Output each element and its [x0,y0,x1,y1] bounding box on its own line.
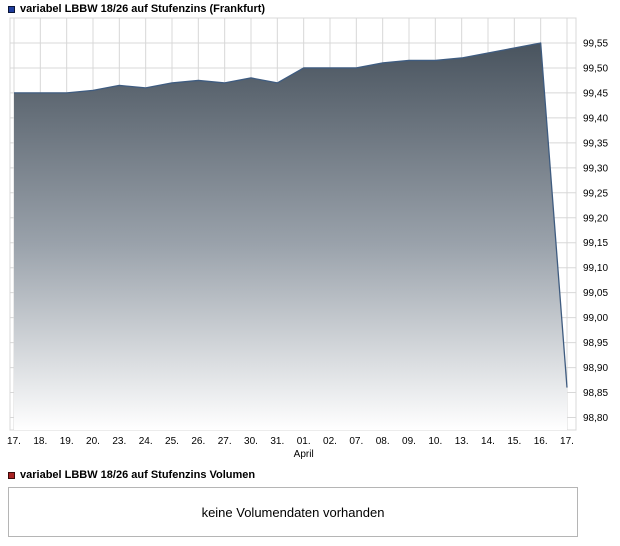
volume-legend: variabel LBBW 18/26 auf Stufenzins Volum… [8,469,255,481]
price-legend: variabel LBBW 18/26 auf Stufenzins (Fran… [8,3,265,15]
svg-text:27.: 27. [218,436,232,447]
svg-text:99,35: 99,35 [583,138,608,149]
svg-text:10.: 10. [428,436,442,447]
svg-text:20.: 20. [86,436,100,447]
volume-empty-message: keine Volumendaten vorhanden [201,504,385,520]
svg-text:99,55: 99,55 [583,38,608,49]
svg-text:02.: 02. [323,436,337,447]
svg-text:26.: 26. [191,436,205,447]
svg-text:98,95: 98,95 [583,338,608,349]
svg-text:08.: 08. [376,436,390,447]
svg-text:14.: 14. [481,436,495,447]
svg-text:31.: 31. [270,436,284,447]
volume-legend-swatch-icon [8,471,15,479]
svg-text:99,50: 99,50 [583,63,608,74]
svg-text:98,85: 98,85 [583,388,608,399]
svg-text:07.: 07. [349,436,363,447]
volume-chart-title: variabel LBBW 18/26 auf Stufenzins Volum… [20,469,256,481]
svg-text:99,25: 99,25 [583,188,608,199]
svg-text:April: April [294,449,314,460]
svg-text:99,45: 99,45 [583,88,608,99]
svg-text:13.: 13. [455,436,469,447]
svg-text:99,00: 99,00 [583,313,608,324]
svg-text:99,05: 99,05 [583,288,608,299]
svg-text:18.: 18. [33,436,47,447]
volume-empty-panel: keine Volumendaten vorhanden [8,487,578,537]
svg-text:23.: 23. [112,436,126,447]
svg-text:99,20: 99,20 [583,213,608,224]
svg-text:99,40: 99,40 [583,113,608,124]
svg-text:99,30: 99,30 [583,163,608,174]
svg-text:25.: 25. [165,436,179,447]
svg-text:99,15: 99,15 [583,238,608,249]
price-area-chart: 17. 18. 19. 20. 23. 24. 25. 26. 27. 30. 31. 01. 02. 0… [7,17,608,460]
svg-text:30.: 30. [244,436,258,447]
svg-text:17.: 17. [7,436,21,447]
price-chart-title: variabel LBBW 18/26 auf Stufenzins (Fran… [20,3,266,15]
svg-text:99,10: 99,10 [583,263,608,274]
svg-text:98,90: 98,90 [583,363,608,374]
svg-text:09.: 09. [402,436,416,447]
svg-text:98,80: 98,80 [583,413,608,424]
svg-text:16.: 16. [534,436,548,447]
svg-text:19.: 19. [60,436,74,447]
svg-text:17.: 17. [560,436,574,447]
svg-text:15.: 15. [507,436,521,447]
svg-text:24.: 24. [139,436,153,447]
svg-text:01.: 01. [297,436,311,447]
price-legend-swatch-icon [8,5,15,13]
